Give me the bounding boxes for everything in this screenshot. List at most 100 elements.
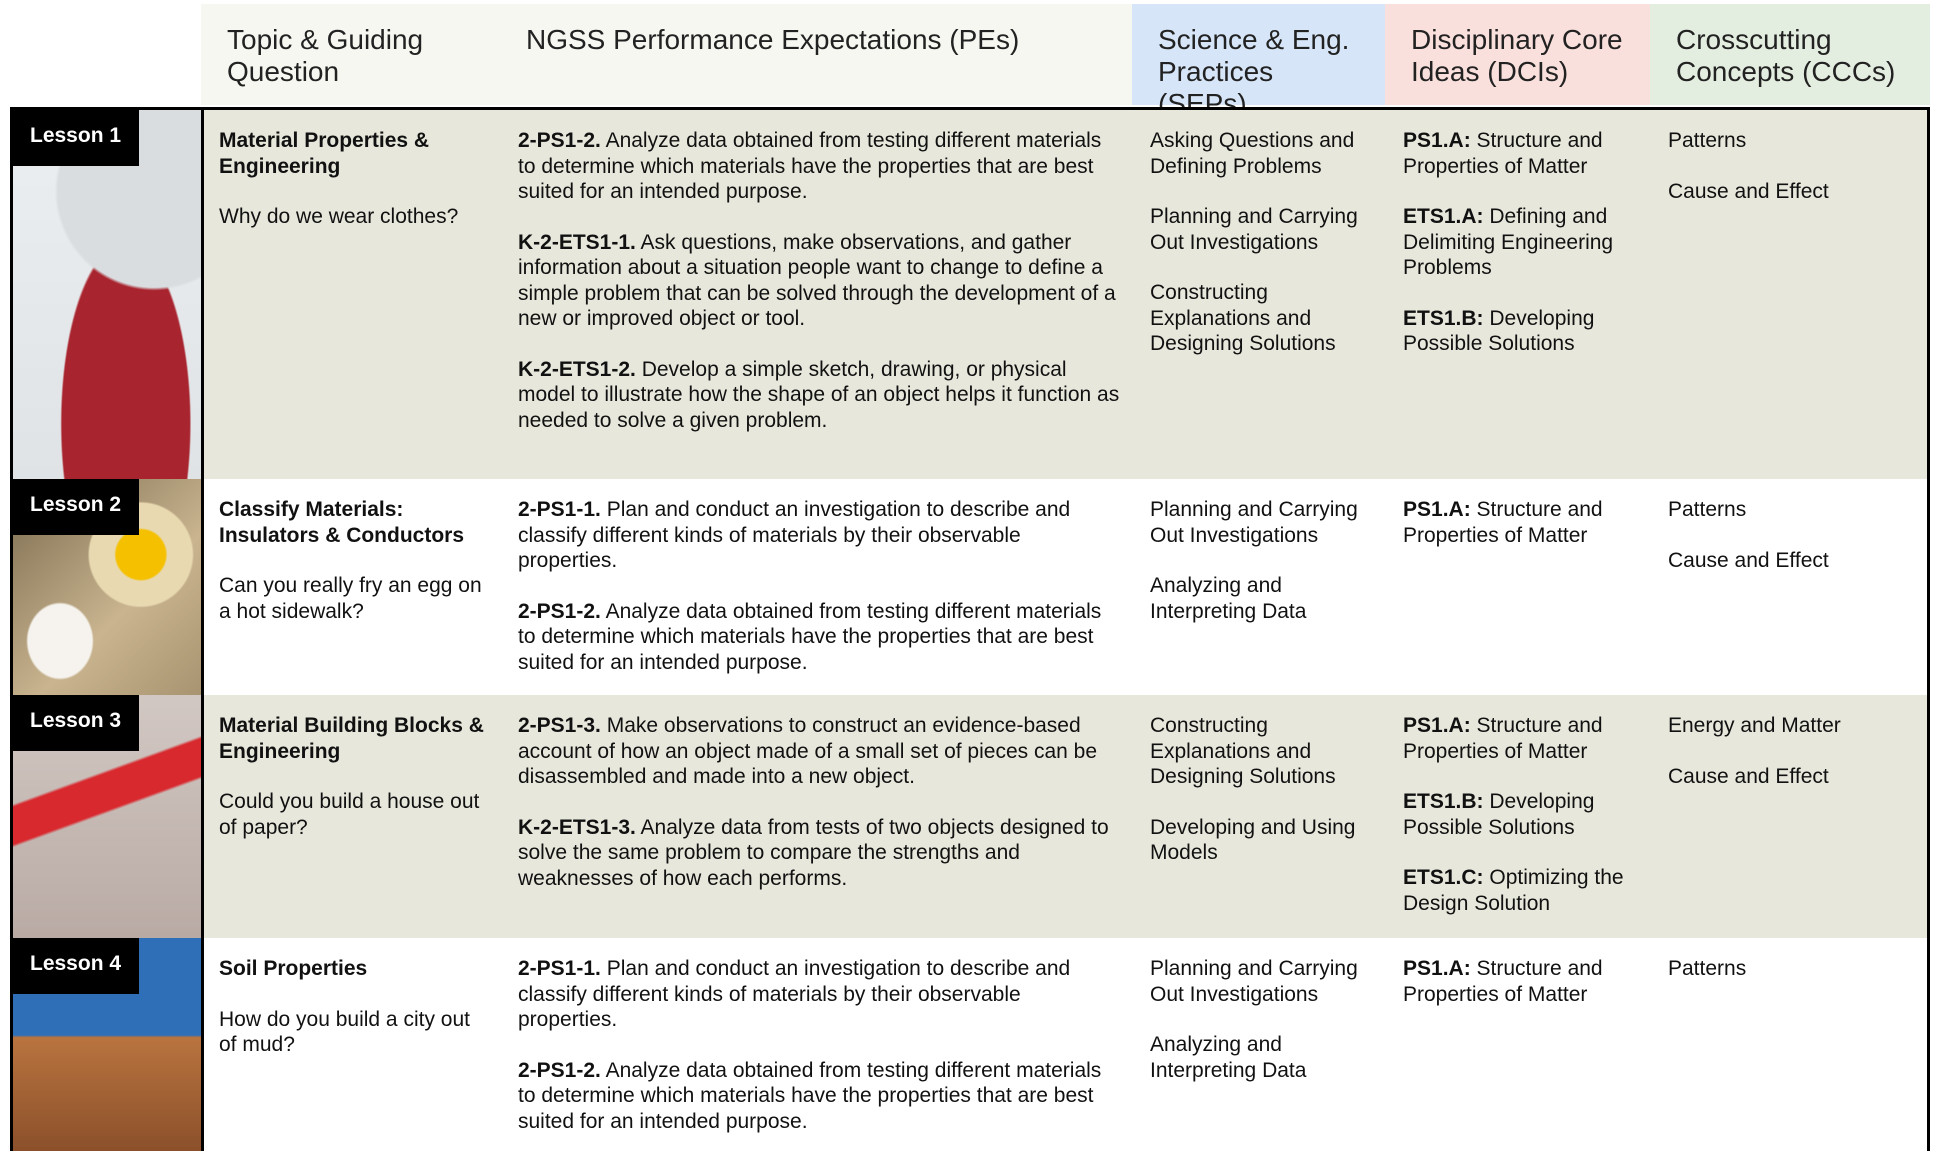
- lesson-photo: Lesson 4: [13, 938, 204, 1151]
- cell-4: Patterns Cause and Effect: [1650, 110, 1930, 479]
- ccc: Patterns: [1668, 957, 1747, 980]
- cell-4: Patterns: [1650, 938, 1930, 1151]
- sep: Developing and Using Models: [1150, 815, 1356, 865]
- dci: PS1.A: Structure and Properties of Matte…: [1403, 713, 1640, 764]
- cell-2: Constructing Explanations and Designing …: [1132, 695, 1385, 938]
- cell-1: 2-PS1-1. Plan and conduct an investigati…: [500, 938, 1132, 1151]
- ccc: Cause and Effect: [1668, 548, 1829, 572]
- column-header: Crosscutting Concepts (CCCs): [1650, 4, 1930, 105]
- cell-1: 2-PS1-3. Make observations to construct …: [500, 695, 1132, 938]
- pe-text: Analyze data from tests of two objects d…: [518, 815, 1109, 890]
- sep: Planning and Carrying Out Investigations: [1150, 498, 1358, 547]
- dci: ETS1.B: Developing Possible Solutions: [1403, 789, 1640, 840]
- dci-text: Developing Possible Solutions: [1403, 790, 1595, 839]
- cell-4: Energy and Matter Cause and Effect: [1650, 695, 1930, 938]
- ccc: Cause and Effect: [1668, 179, 1829, 203]
- sep: Analyzing and Interpreting Data: [1150, 1033, 1307, 1082]
- lesson-label: Lesson 4: [13, 938, 140, 994]
- cell-0: Soil Properties How do you build a city o…: [201, 938, 500, 1151]
- pe: K-2-ETS1-3. Analyze data from tests of t…: [518, 815, 1122, 892]
- pe-code: K-2-ETS1-1.: [518, 230, 636, 254]
- dci: ETS1.A: Defining and Delimiting Engineer…: [1403, 204, 1640, 281]
- cell-4: Patterns Cause and Effect: [1650, 479, 1930, 695]
- dci: PS1.A: Structure and Properties of Matte…: [1403, 128, 1640, 179]
- pe-code: 2-PS1-2.: [518, 129, 601, 152]
- guiding-question: Could you build a house out of paper?: [219, 790, 480, 839]
- pe: 2-PS1-2. Analyze data obtained from test…: [518, 128, 1122, 205]
- cell-0: Material Building Blocks & Engineering Co…: [201, 695, 500, 938]
- pe-text: Analyze data obtained from testing diffe…: [518, 129, 1102, 203]
- dci-text: Structure and Properties of Matter: [1403, 957, 1603, 1006]
- cell-3: PS1.A: Structure and Properties of Matte…: [1385, 695, 1650, 938]
- cell-0: Material Properties & Engineering Why do …: [201, 110, 500, 479]
- sep: Constructing Explanations and Designing …: [1150, 281, 1336, 355]
- lesson-label: Lesson 1: [13, 110, 140, 166]
- cell-0: Classify Materials: Insulators & Conduct…: [201, 479, 500, 695]
- dci-code: PS1.A:: [1403, 957, 1471, 980]
- sep: Analyzing and Interpreting Data: [1150, 574, 1307, 623]
- lesson-row: Lesson 4 Soil Properties How do you build …: [10, 938, 1930, 1151]
- cell-2: Asking Questions and Defining Problems Pl…: [1132, 110, 1385, 479]
- ccc: Patterns: [1668, 498, 1747, 521]
- column-header: Topic & Guiding Question: [201, 4, 500, 105]
- dci: ETS1.C: Optimizing the Design Solution: [1403, 865, 1640, 916]
- lesson-photo: Lesson 2: [13, 479, 204, 695]
- pe: K-2-ETS1-2. Develop a simple sketch, dra…: [518, 357, 1122, 434]
- dci-code: ETS1.A:: [1403, 205, 1484, 228]
- dci-code: ETS1.B:: [1403, 306, 1484, 330]
- pe-text: Analyze data obtained from testing diffe…: [518, 1058, 1102, 1133]
- cell-3: PS1.A: Structure and Properties of Matte…: [1385, 110, 1650, 479]
- dci-code: ETS1.B:: [1403, 790, 1484, 813]
- lesson-row: Lesson 2 Classify Materials: Insulators &…: [10, 479, 1930, 695]
- lesson-photo: Lesson 1: [13, 110, 204, 479]
- sep: Constructing Explanations and Designing …: [1150, 714, 1336, 788]
- column-header: NGSS Performance Expectations (PEs): [500, 4, 1132, 105]
- pe-code: 2-PS1-1.: [518, 957, 601, 980]
- cell-1: 2-PS1-2. Analyze data obtained from test…: [500, 110, 1132, 479]
- cell-2: Planning and Carrying Out Investigations…: [1132, 479, 1385, 695]
- lesson-label: Lesson 3: [13, 695, 140, 751]
- pe-text: Develop a simple sketch, drawing, or phy…: [518, 357, 1120, 432]
- pe-text: Ask questions, make observations, and ga…: [518, 230, 1116, 331]
- lesson-row: Lesson 3 Material Building Blocks & Engin…: [10, 695, 1930, 938]
- sep: Planning and Carrying Out Investigations: [1150, 957, 1358, 1006]
- topic: Material Building Blocks & Engineering: [219, 714, 484, 763]
- pe-code: 2-PS1-2.: [518, 599, 601, 623]
- guiding-question: Why do we wear clothes?: [219, 205, 459, 228]
- ccc: Cause and Effect: [1668, 764, 1829, 788]
- dci-text: Defining and Delimiting Engineering Prob…: [1403, 205, 1614, 279]
- dci: PS1.A: Structure and Properties of Matte…: [1403, 956, 1640, 1007]
- dci-text: Optimizing the Design Solution: [1403, 866, 1624, 915]
- pe: 2-PS1-2. Analyze data obtained from test…: [518, 599, 1122, 676]
- pe-code: K-2-ETS1-2.: [518, 357, 636, 381]
- cell-3: PS1.A: Structure and Properties of Matte…: [1385, 479, 1650, 695]
- dci-code: PS1.A:: [1403, 714, 1471, 737]
- dci-code: ETS1.C:: [1403, 866, 1484, 889]
- lesson-label: Lesson 2: [13, 479, 140, 535]
- pe-code: K-2-ETS1-3.: [518, 815, 636, 839]
- column-header: Science & Eng. Practices (SEPs): [1132, 4, 1385, 119]
- dci-text: Structure and Properties of Matter: [1403, 129, 1603, 178]
- pe-text: Plan and conduct an investigation to des…: [518, 498, 1071, 572]
- dci-text: Structure and Properties of Matter: [1403, 714, 1603, 763]
- topic: Material Properties & Engineering: [219, 129, 430, 178]
- pe-code: 2-PS1-3.: [518, 714, 601, 737]
- lesson-photo: Lesson 3: [13, 695, 204, 938]
- ccc: Patterns: [1668, 129, 1747, 152]
- guiding-question: How do you build a city out of mud?: [219, 1007, 470, 1057]
- pe: K-2-ETS1-1. Ask questions, make observat…: [518, 230, 1122, 332]
- pe: 2-PS1-1. Plan and conduct an investigati…: [518, 497, 1122, 574]
- dci-text: Structure and Properties of Matter: [1403, 498, 1603, 547]
- topic: Classify Materials: Insulators & Conduct…: [219, 498, 465, 547]
- cell-3: PS1.A: Structure and Properties of Matte…: [1385, 938, 1650, 1151]
- pe: 2-PS1-3. Make observations to construct …: [518, 713, 1122, 790]
- sep: Asking Questions and Defining Problems: [1150, 129, 1355, 178]
- pe-text: Make observations to construct an eviden…: [518, 714, 1098, 788]
- pe-text: Plan and conduct an investigation to des…: [518, 957, 1071, 1031]
- pe-code: 2-PS1-2.: [518, 1058, 601, 1082]
- cell-1: 2-PS1-1. Plan and conduct an investigati…: [500, 479, 1132, 695]
- pe: 2-PS1-1. Plan and conduct an investigati…: [518, 956, 1122, 1033]
